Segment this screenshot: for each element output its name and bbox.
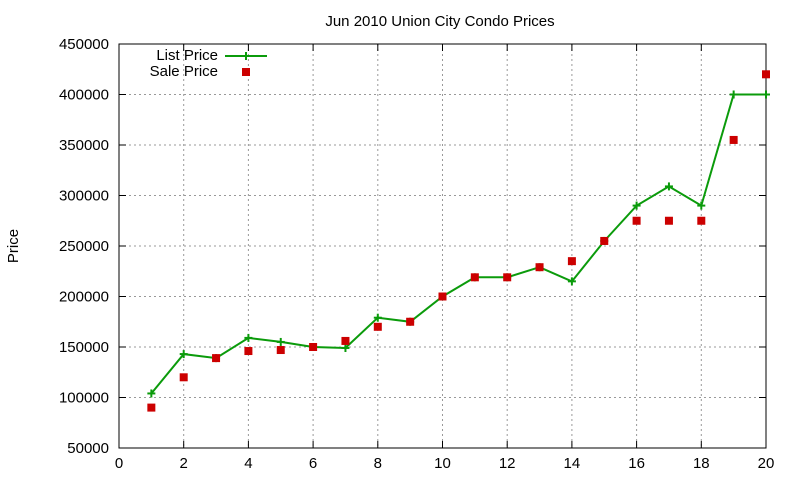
y-tick-label: 450000 [59, 36, 109, 53]
list-price-point [729, 90, 738, 99]
x-tick-label: 2 [180, 455, 188, 472]
list-price-point [276, 337, 285, 346]
series-line-list-price [150, 93, 766, 395]
y-tick-label: 300000 [59, 188, 109, 205]
sale-price-point [276, 346, 285, 355]
series-layer [147, 70, 770, 412]
sale-price-point [535, 263, 544, 272]
x-tick-label: 16 [628, 455, 645, 472]
legend-label-list-price: List Price [156, 47, 218, 64]
list-price-point [762, 90, 770, 99]
sale-price-point [762, 70, 770, 79]
sale-price-point [373, 322, 382, 331]
x-tick-label: 10 [434, 455, 451, 472]
y-tick-label: 50000 [67, 440, 109, 457]
list-price-point [341, 344, 350, 353]
chart-title: Jun 2010 Union City Condo Prices [325, 13, 554, 30]
sale-price-point [503, 273, 512, 282]
list-price-point [179, 350, 188, 359]
x-tick-label: 0 [115, 455, 123, 472]
sale-price-point [244, 347, 253, 356]
sale-price-point [147, 403, 156, 412]
x-tick-label: 8 [374, 455, 382, 472]
sale-price-point [470, 273, 479, 282]
x-tick-label: 6 [309, 455, 317, 472]
list-price-point [632, 201, 641, 210]
x-tick-label: 20 [758, 455, 775, 472]
sale-price-point [567, 257, 576, 266]
list-price-point [373, 313, 382, 322]
sale-price-point [664, 216, 673, 225]
sale-price-point [341, 336, 350, 345]
axis-ticks: 0 2 4 6 8 10 12 14 16 18 20 50000 100000 150000 200000… [59, 36, 774, 472]
list-price-point [147, 389, 156, 398]
x-tick-label: 12 [499, 455, 516, 472]
y-tick-label: 200000 [59, 289, 109, 306]
x-tick-label: 14 [564, 455, 581, 472]
legend-marker-sale-price [242, 68, 250, 76]
list-price-point [567, 277, 576, 286]
y-tick-label: 350000 [59, 137, 109, 154]
y-tick-label: 100000 [59, 390, 109, 407]
list-price-point [244, 333, 253, 342]
legend: List Price Sale Price [150, 47, 267, 80]
y-tick-label: 400000 [59, 87, 109, 104]
legend-label-sale-price: Sale Price [150, 63, 218, 80]
sale-price-point [406, 317, 415, 326]
list-price-point [664, 182, 673, 191]
y-axis-label: Price [5, 229, 22, 263]
sale-price-point [212, 354, 221, 363]
sale-price-point [438, 292, 447, 301]
sale-price-point [729, 135, 738, 144]
sale-price-point [600, 236, 609, 245]
sale-price-point [309, 343, 318, 351]
sale-price-point [179, 373, 188, 382]
y-tick-label: 250000 [59, 238, 109, 255]
x-tick-label: 18 [693, 455, 710, 472]
legend-plus-glyph [242, 52, 250, 60]
grid-lines [119, 44, 766, 448]
y-tick-label: 150000 [59, 339, 109, 356]
list-price-point [697, 201, 706, 210]
sale-price-point [697, 216, 706, 225]
legend-marker-list-price [242, 52, 250, 60]
x-tick-label: 4 [244, 455, 252, 472]
sale-price-point [632, 216, 641, 225]
